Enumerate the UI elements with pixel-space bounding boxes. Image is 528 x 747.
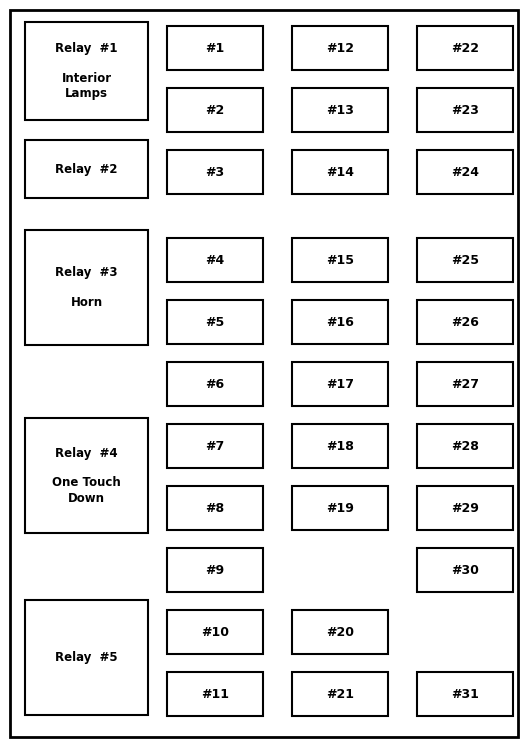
Text: #13: #13 (326, 104, 354, 117)
Text: Relay  #3

Horn: Relay #3 Horn (55, 266, 118, 309)
Text: #1: #1 (205, 42, 224, 55)
Bar (167, 88, 263, 132)
Text: #27: #27 (451, 377, 479, 391)
Bar (417, 548, 513, 592)
Text: #11: #11 (201, 687, 229, 701)
Text: #23: #23 (451, 104, 479, 117)
Bar (292, 238, 388, 282)
Bar (292, 362, 388, 406)
Text: #31: #31 (451, 687, 479, 701)
Bar (167, 150, 263, 194)
Text: #16: #16 (326, 315, 354, 329)
Bar (167, 424, 263, 468)
Text: #6: #6 (205, 377, 224, 391)
Bar (292, 610, 388, 654)
Text: #21: #21 (326, 687, 354, 701)
Bar (417, 486, 513, 530)
Text: #10: #10 (201, 625, 229, 639)
Bar (292, 88, 388, 132)
Bar (292, 672, 388, 716)
Text: #29: #29 (451, 501, 479, 515)
Text: #4: #4 (205, 253, 224, 267)
Text: #19: #19 (326, 501, 354, 515)
Bar (417, 88, 513, 132)
Text: #8: #8 (205, 501, 224, 515)
Bar (417, 672, 513, 716)
Bar (417, 26, 513, 70)
Bar (167, 610, 263, 654)
Bar (417, 424, 513, 468)
Bar (417, 300, 513, 344)
Bar (417, 362, 513, 406)
Text: #18: #18 (326, 439, 354, 453)
Text: #28: #28 (451, 439, 479, 453)
Bar (167, 362, 263, 406)
Text: #9: #9 (205, 563, 224, 577)
Bar (25, 22, 148, 120)
Text: #25: #25 (451, 253, 479, 267)
Bar (167, 300, 263, 344)
Text: #15: #15 (326, 253, 354, 267)
Text: #5: #5 (205, 315, 224, 329)
Bar (167, 238, 263, 282)
Text: #2: #2 (205, 104, 224, 117)
Text: #26: #26 (451, 315, 479, 329)
Bar (25, 230, 148, 345)
Text: Relay  #5: Relay #5 (55, 651, 118, 664)
Text: #20: #20 (326, 625, 354, 639)
Bar (417, 238, 513, 282)
Bar (167, 486, 263, 530)
Text: Relay  #2: Relay #2 (55, 163, 118, 176)
Bar (417, 150, 513, 194)
Text: #12: #12 (326, 42, 354, 55)
Text: #30: #30 (451, 563, 479, 577)
Bar (292, 486, 388, 530)
Bar (25, 600, 148, 715)
Text: #24: #24 (451, 166, 479, 179)
Text: #3: #3 (205, 166, 224, 179)
Bar (167, 26, 263, 70)
Text: #7: #7 (205, 439, 224, 453)
Text: Relay  #1

Interior
Lamps: Relay #1 Interior Lamps (55, 42, 118, 100)
Bar (292, 300, 388, 344)
Text: #22: #22 (451, 42, 479, 55)
Bar (25, 140, 148, 198)
Bar (25, 418, 148, 533)
Text: #17: #17 (326, 377, 354, 391)
Bar (292, 150, 388, 194)
Bar (292, 424, 388, 468)
Bar (167, 548, 263, 592)
Text: Relay  #4

One Touch
Down: Relay #4 One Touch Down (52, 447, 121, 504)
Text: #14: #14 (326, 166, 354, 179)
Bar (167, 672, 263, 716)
Bar (292, 26, 388, 70)
